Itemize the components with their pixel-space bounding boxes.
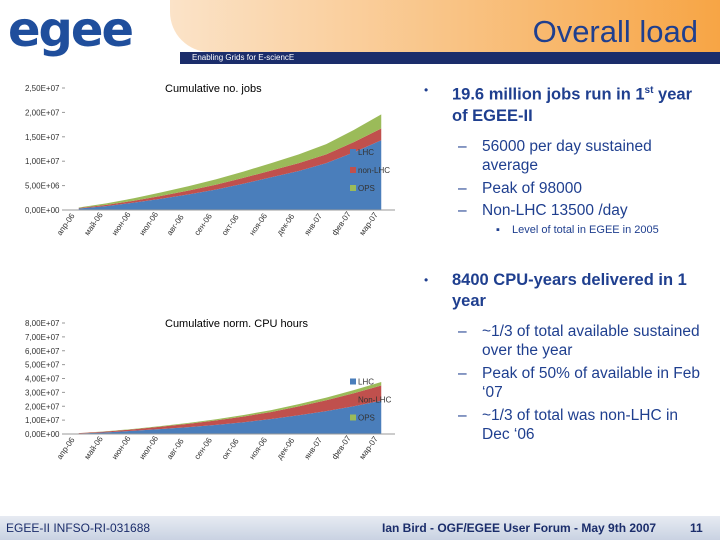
sub-bullet: ~1/3 of total available sustained over t… [424,322,704,361]
x-tick-label: дек-06 [275,212,297,237]
area-series [78,400,382,434]
legend-label: Non-LHC [358,396,392,405]
bullet-list: 19.6 million jobs run in 1st year of EGE… [424,80,704,448]
legend-label: LHC [358,148,374,157]
y-tick-label: 8,00E+07 [25,319,60,328]
x-tick-label: сен-06 [193,212,215,238]
legend-swatch [350,167,356,173]
legend-label: OPS [358,184,375,193]
charts: Cumulative no. jobs 0,00E+00 5,00E+06 1,00E… [25,83,395,462]
footer-center: Ian Bird - OGF/EGEE User Forum - May 9th… [382,521,657,535]
bullet-text: year of EGEE-II [452,85,692,125]
x-tick-label: авг-06 [165,213,186,238]
y-tick-label: 6,00E+07 [25,347,60,356]
x-tick-label: июл-06 [138,434,161,461]
x-tick-label: апр-06 [55,435,77,461]
y-tick-label: 1,00E+07 [25,416,60,425]
x-tick-label: мар-07 [358,434,381,461]
legend-swatch [350,396,356,403]
legend-swatch [350,414,356,421]
x-tick-label: ноя-06 [248,435,270,461]
y-tick-label: 0,00E+00 [25,206,60,215]
superscript: st [644,85,654,96]
x-tick-label: янв-07 [303,211,325,237]
bullet: 8400 CPU-years delivered in 1 year [424,270,704,312]
bullet: 19.6 million jobs run in 1st year of EGE… [424,80,704,127]
x-tick-label: май-06 [83,210,106,237]
y-tick-label: 7,00E+07 [25,333,60,342]
x-tick-label: июл-06 [138,210,161,237]
subtitle-band [180,52,720,64]
y-tick-label: 2,00E+07 [25,108,60,117]
area-series [78,385,382,434]
bullet-text: 19.6 million jobs run in 1 [452,85,645,104]
x-tick-label: окт-06 [220,212,241,237]
x-tick-label: окт-06 [220,436,241,461]
sub-bullet: Non-LHC 13500 /day [424,201,704,221]
x-tick-label: янв-07 [303,435,325,461]
sub-bullet: ~1/3 of total was non-LHC in Dec ‘06 [424,406,704,445]
logo: egee [8,2,134,58]
y-tick-label: 5,00E+07 [25,361,60,370]
y-tick-label: 5,00E+06 [25,182,60,191]
sub-bullet: Peak of 50% of available in Feb ‘07 [424,364,704,403]
x-tick-label: май-06 [83,434,106,461]
x-tick-label: июн-06 [110,210,133,237]
y-tick-label: 4,00E+07 [25,375,60,384]
legend-label: LHC [358,378,374,387]
area-series [78,140,382,210]
x-tick-label: фев-07 [330,210,353,238]
y-tick-label: 1,00E+07 [25,157,60,166]
legend-label: OPS [358,414,375,423]
y-tick-label: 2,00E+07 [25,402,60,411]
page-number: 11 [690,521,703,535]
chart-title: Cumulative no. jobs [165,83,262,95]
legend-swatch [350,149,356,155]
y-tick-label: 0,00E+00 [25,430,60,439]
x-tick-label: сен-06 [193,436,215,462]
legend-swatch [350,378,356,385]
legend-swatch [350,185,356,191]
subtitle: Enabling Grids for E-sciencE [192,53,295,62]
x-tick-label: авг-06 [165,437,186,462]
y-tick-label: 2,50E+07 [25,84,60,93]
slide-title: Overall load [532,14,698,49]
footer-left: EGEE-II INFSO-RI-031688 [6,521,151,535]
header-band [170,0,720,52]
y-tick-label: 3,00E+07 [25,388,60,397]
footer-band [0,516,720,540]
x-tick-label: ноя-06 [248,211,270,237]
chart-title: Cumulative norm. CPU hours [165,318,309,330]
x-tick-label: дек-06 [275,436,297,461]
legend-label: non-LHC [358,166,390,175]
x-tick-label: мар-07 [358,210,381,237]
sub-bullet: Peak of 98000 [424,179,704,199]
y-tick-label: 1,50E+07 [25,133,60,142]
sub-sub-bullet: Level of total in EGEE in 2005 [424,224,704,236]
x-tick-label: апр-06 [55,211,77,237]
x-tick-label: фев-07 [330,434,353,462]
x-tick-label: июн-06 [110,434,133,461]
sub-bullet: 56000 per day sustained average [424,137,704,176]
